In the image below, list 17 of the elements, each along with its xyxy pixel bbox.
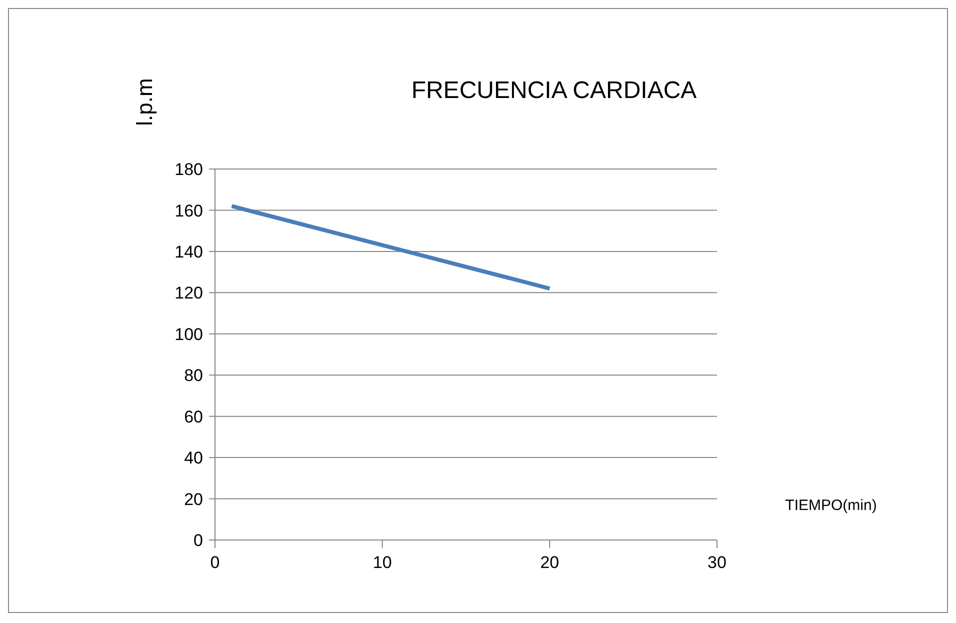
y-tick-label: 20 [184,490,203,509]
y-tick-label: 180 [174,160,203,180]
y-tick-label: 140 [174,242,203,262]
y-tick-label: 80 [184,366,203,386]
x-tick-label: 20 [540,553,560,572]
y-tick-label: 40 [184,448,203,468]
y-tick-label: 60 [184,407,203,426]
y-tick-label: 120 [174,284,203,303]
x-tick-label: 30 [708,553,726,572]
x-tick-label: 10 [372,553,392,572]
y-tick-label: 0 [194,531,203,550]
x-axis-title: TIEMPO(min) [784,497,878,514]
x-tick-label: 0 [210,553,220,572]
y-axis-title: l.p.m [131,77,158,128]
y-tick-label: 100 [174,324,203,344]
chart-title: FRECUENCIA CARDIACA [411,77,697,104]
y-tick-label: 160 [174,201,203,220]
